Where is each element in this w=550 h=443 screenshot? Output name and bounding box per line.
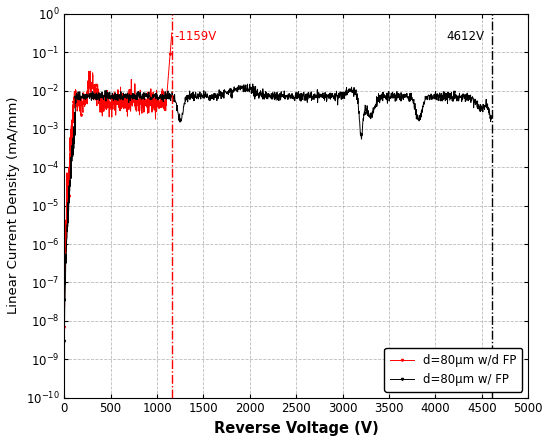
d=80μm w/d FP bbox=[114, 102, 120, 107]
Line: d=80μm w/ FP: d=80μm w/ FP bbox=[63, 83, 493, 342]
d=80μm w/d FP bbox=[168, 30, 175, 35]
d=80μm w/ FP bbox=[246, 89, 253, 94]
Y-axis label: Linear Current Density (mA/mm): Linear Current Density (mA/mm) bbox=[7, 97, 20, 315]
d=80μm w/d FP bbox=[110, 96, 117, 101]
d=80μm w/ FP bbox=[271, 96, 278, 101]
d=80μm w/d FP bbox=[61, 324, 68, 330]
d=80μm w/d FP bbox=[116, 100, 122, 105]
d=80μm w/ FP bbox=[61, 338, 68, 344]
d=80μm w/ FP bbox=[247, 85, 254, 90]
d=80μm w/ FP bbox=[70, 135, 76, 140]
d=80μm w/ FP bbox=[125, 93, 131, 98]
Line: d=80μm w/d FP: d=80μm w/d FP bbox=[63, 32, 173, 328]
X-axis label: Reverse Voltage (V): Reverse Voltage (V) bbox=[214, 421, 378, 436]
d=80μm w/ FP bbox=[250, 82, 256, 87]
d=80μm w/d FP bbox=[124, 100, 130, 105]
Text: -1159V: -1159V bbox=[174, 31, 217, 43]
Text: 4612V: 4612V bbox=[447, 31, 485, 43]
d=80μm w/ FP bbox=[489, 113, 496, 118]
d=80μm w/ FP bbox=[62, 280, 69, 285]
d=80μm w/d FP bbox=[140, 105, 147, 111]
Legend: d=80μm w/d FP, d=80μm w/ FP: d=80μm w/d FP, d=80μm w/ FP bbox=[384, 348, 522, 392]
d=80μm w/d FP bbox=[133, 109, 140, 114]
